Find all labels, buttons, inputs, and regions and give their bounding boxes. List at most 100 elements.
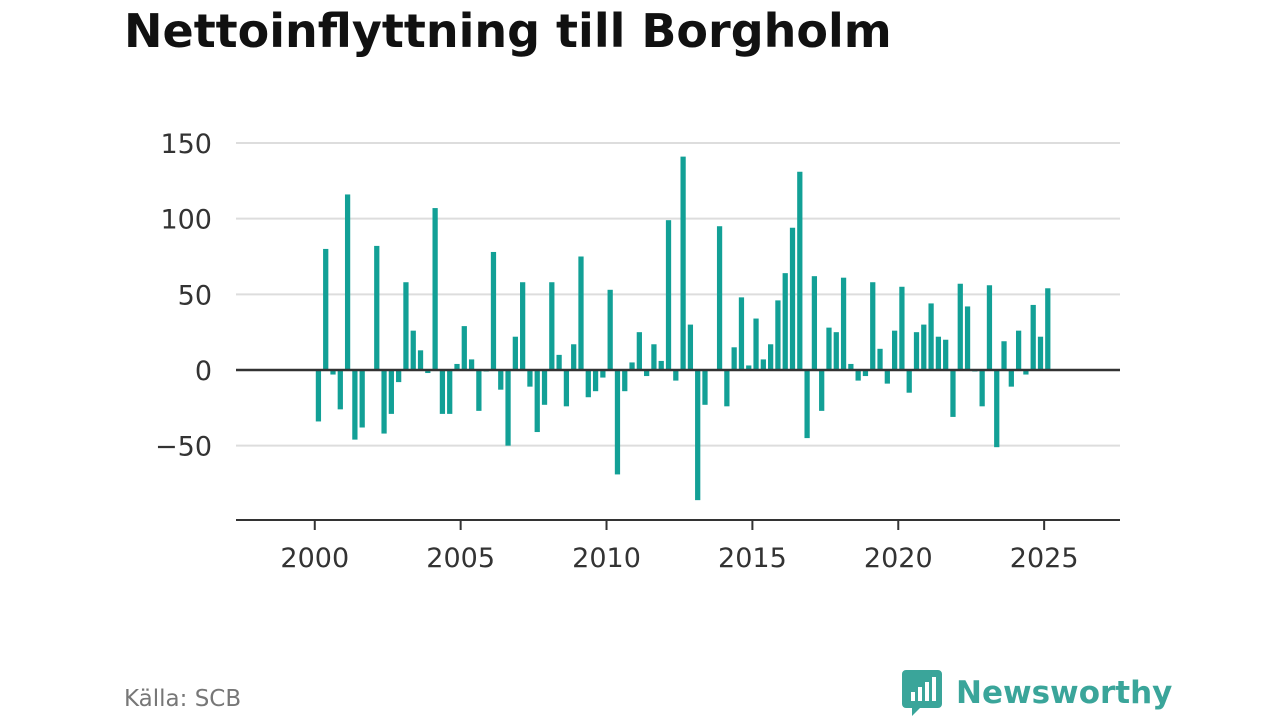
- bar: [950, 370, 956, 417]
- newsworthy-logo-icon: [902, 670, 942, 716]
- bar: [738, 297, 745, 370]
- bar: [884, 370, 890, 384]
- bar: [447, 370, 453, 414]
- bar: [585, 370, 591, 398]
- bar: [724, 370, 730, 407]
- bar: [943, 339, 949, 370]
- bar: [789, 227, 796, 370]
- bar: [461, 326, 467, 370]
- bar: [797, 171, 803, 370]
- bar: [935, 336, 942, 370]
- bar: [352, 370, 358, 440]
- bar: [731, 347, 737, 370]
- bar: [906, 370, 912, 393]
- bar: [1023, 370, 1029, 375]
- bar: [819, 370, 825, 411]
- bar: [753, 318, 759, 370]
- bar: [323, 248, 329, 370]
- bar: [578, 256, 584, 370]
- bar: [746, 365, 752, 370]
- y-tick-label: 150: [160, 129, 212, 160]
- bar: [768, 344, 774, 370]
- bar: [811, 276, 818, 370]
- bar: [1015, 330, 1022, 370]
- bar: [520, 282, 526, 370]
- bar: [877, 348, 883, 370]
- bar: [891, 330, 898, 370]
- bar: [855, 370, 861, 381]
- bar: [636, 332, 642, 370]
- bar: [833, 332, 839, 370]
- bar: [396, 370, 402, 383]
- bar: [571, 344, 577, 370]
- bar: [359, 370, 365, 428]
- bar: [374, 245, 380, 370]
- bar: [964, 306, 971, 370]
- bar: [848, 363, 854, 370]
- bar: [804, 370, 810, 439]
- bar: [534, 370, 540, 433]
- bar: [651, 344, 657, 370]
- bar: [337, 370, 343, 410]
- y-tick-label: −50: [155, 432, 212, 463]
- bar: [527, 370, 533, 387]
- bar: [994, 370, 1000, 448]
- brand-name: Newsworthy: [956, 675, 1173, 711]
- bar: [476, 370, 482, 411]
- bars: [315, 156, 1051, 501]
- bar: [556, 354, 562, 370]
- bar: [870, 282, 876, 370]
- bar: [403, 282, 409, 370]
- y-tick-label: 0: [195, 356, 212, 387]
- bar: [826, 327, 832, 370]
- bar: [687, 324, 694, 370]
- bar: [592, 370, 599, 392]
- bar: [665, 220, 672, 370]
- bar: [622, 370, 628, 392]
- bar: [1045, 288, 1051, 370]
- bar: [614, 370, 621, 475]
- newsworthy-logo: Newsworthy: [902, 670, 1172, 716]
- bar: [680, 156, 686, 370]
- bar: [490, 251, 497, 370]
- bar: [563, 370, 570, 407]
- bar: [344, 194, 351, 370]
- bar: [928, 303, 934, 370]
- bar: [862, 370, 869, 377]
- bar: [840, 277, 847, 370]
- bar: [330, 370, 336, 375]
- bar: [644, 370, 650, 377]
- bar: [1030, 304, 1036, 370]
- bar: [775, 300, 781, 370]
- bar: [425, 370, 431, 374]
- bar: [921, 324, 927, 370]
- x-tick-label: 2015: [718, 543, 787, 574]
- bar: [782, 273, 788, 370]
- bar: [315, 370, 322, 422]
- x-tick-label: 2005: [426, 543, 495, 574]
- bar: [410, 330, 416, 370]
- axes: 150 100 50 0 −50 2000 2005 2010 2015 2020 2025: [155, 129, 1120, 574]
- gridlines: [236, 142, 1120, 447]
- source-label: Källa: SCB: [124, 686, 242, 712]
- bar: [716, 226, 723, 370]
- chart-title: Nettoinflyttning till Borgholm: [124, 4, 892, 58]
- bar: [1037, 336, 1044, 370]
- bar: [695, 370, 701, 501]
- bar: [512, 336, 518, 370]
- bar: [979, 370, 985, 407]
- bar: [439, 370, 446, 414]
- bar: [388, 370, 394, 414]
- bar: [505, 370, 511, 446]
- x-tick-label: 2010: [572, 543, 641, 574]
- x-tick-label: 2025: [1010, 543, 1079, 574]
- x-tick-label: 2000: [280, 543, 349, 574]
- bar: [1008, 370, 1014, 387]
- bar: [913, 332, 920, 370]
- bar: [381, 370, 387, 434]
- bar: [957, 283, 963, 370]
- bar: [1001, 341, 1007, 370]
- x-tick-label: 2020: [864, 543, 933, 574]
